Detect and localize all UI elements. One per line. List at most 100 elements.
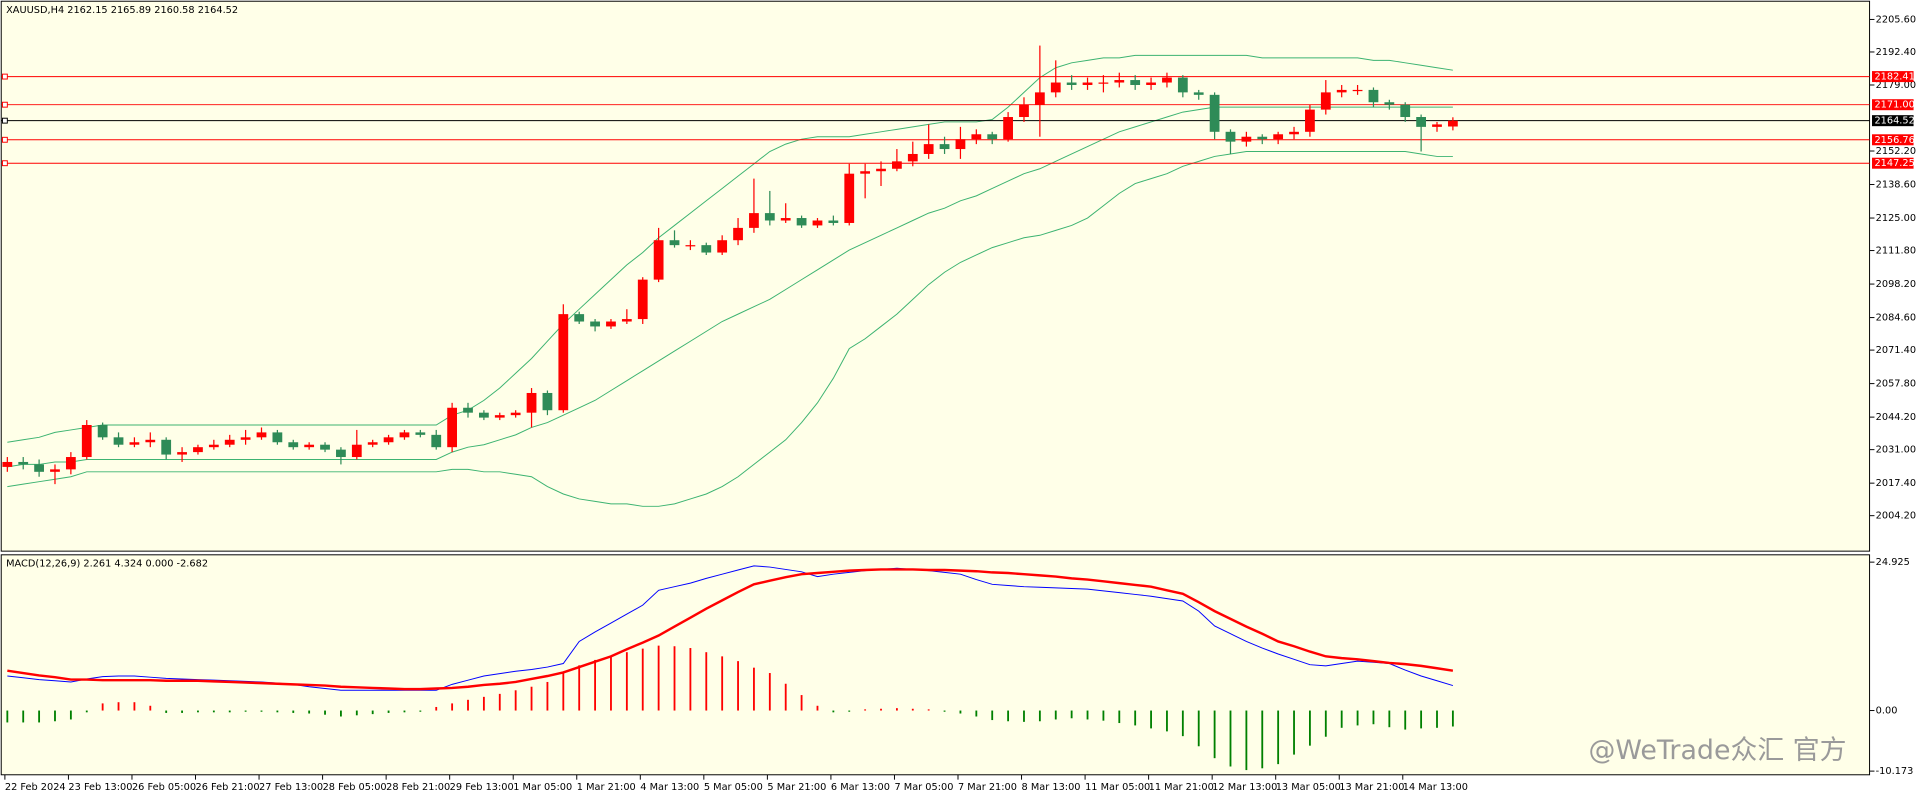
candle-body xyxy=(1289,131,1299,135)
x-tick-label: 23 Feb 13:00 xyxy=(68,782,132,793)
candle-body xyxy=(18,461,29,465)
candle-body xyxy=(1400,104,1411,118)
candle-body xyxy=(1320,92,1331,110)
candle-body xyxy=(876,168,886,172)
y-tick-label: 2125.00 xyxy=(1876,213,1916,224)
bollinger-band xyxy=(7,54,1453,443)
candle-body xyxy=(256,432,267,438)
y-tick-label: 2152.20 xyxy=(1876,146,1916,157)
candle-body xyxy=(129,442,140,445)
candle-body xyxy=(542,392,553,411)
macd-title: MACD(12,26,9) 2.261 4.324 0.000 -2.682 xyxy=(6,558,208,569)
x-tick-label: 13 Mar 21:00 xyxy=(1339,782,1404,793)
y-tick-label: -10.173 xyxy=(1876,766,1914,777)
x-tick-label: 1 Mar 21:00 xyxy=(577,782,636,793)
candle-body xyxy=(113,437,124,445)
candle-body xyxy=(1162,77,1172,83)
candle-body xyxy=(637,279,648,320)
candle-body xyxy=(1352,89,1363,92)
candle-body xyxy=(1432,124,1442,127)
candle-body xyxy=(240,437,251,440)
candle-body xyxy=(1257,136,1268,140)
candle-body xyxy=(653,240,664,280)
candle-body xyxy=(447,407,458,448)
candle-body xyxy=(193,447,203,453)
price-label: 2164.52 xyxy=(1874,116,1914,127)
line-handle xyxy=(1,101,8,108)
line-handle xyxy=(1,73,8,80)
candle-body xyxy=(526,392,537,413)
x-tick-label: 26 Feb 21:00 xyxy=(196,782,260,793)
candle-body xyxy=(208,444,219,448)
price-label-bg xyxy=(1872,99,1914,111)
candle-body xyxy=(828,220,839,223)
x-tick-label: 1 Mar 05:00 xyxy=(513,782,572,793)
price-label-bg xyxy=(1872,134,1914,146)
candle-body xyxy=(1368,89,1379,103)
y-tick-label: 0.00 xyxy=(1876,706,1898,717)
candle-body xyxy=(907,153,918,162)
x-tick-label: 11 Mar 05:00 xyxy=(1085,782,1150,793)
line-handle xyxy=(1,160,8,167)
x-tick-label: 22 Feb 2024 xyxy=(5,782,66,793)
candle-body xyxy=(1225,131,1236,142)
candle-body xyxy=(97,425,108,438)
candle-body xyxy=(733,227,743,241)
candle-body xyxy=(288,442,299,448)
price-pane xyxy=(0,0,1871,552)
candle-body xyxy=(1034,92,1045,105)
candle-body xyxy=(304,444,315,448)
x-tick-label: 7 Mar 21:00 xyxy=(958,782,1017,793)
candle-body xyxy=(399,432,410,438)
x-tick-label: 27 Feb 13:00 xyxy=(259,782,323,793)
y-tick-label: 2179.00 xyxy=(1876,80,1916,91)
candle-body xyxy=(1177,77,1188,93)
candle-body xyxy=(955,139,966,150)
candle-body xyxy=(224,439,235,445)
y-tick-label: 24.925 xyxy=(1876,557,1910,568)
price-label: 2147.25 xyxy=(1874,158,1914,169)
y-tick-label: 2031.00 xyxy=(1876,445,1916,456)
candle-body xyxy=(558,314,569,411)
candle-body xyxy=(510,412,521,416)
candle-body xyxy=(987,134,998,140)
y-tick-label: 2111.80 xyxy=(1876,246,1916,257)
candle-body xyxy=(1305,109,1315,132)
x-tick-label: 6 Mar 13:00 xyxy=(831,782,890,793)
x-tick-label: 4 Mar 13:00 xyxy=(640,782,699,793)
y-tick-label: 2044.20 xyxy=(1876,412,1916,423)
x-tick-label: 5 Mar 21:00 xyxy=(767,782,826,793)
candle-body xyxy=(1193,92,1204,95)
y-tick-label: 2071.40 xyxy=(1876,345,1916,356)
candle-body xyxy=(494,415,505,418)
candle-body xyxy=(1447,120,1458,127)
macd-pane xyxy=(0,554,1871,776)
bollinger-band xyxy=(7,151,1453,507)
candle-body xyxy=(1019,104,1029,118)
y-tick-label: 2084.60 xyxy=(1876,313,1916,324)
candle-body xyxy=(336,449,346,458)
candle-body xyxy=(1050,82,1061,93)
y-tick-label: 2205.60 xyxy=(1876,14,1916,25)
macd-line xyxy=(7,568,1454,691)
candle-body xyxy=(717,240,728,253)
candle-body xyxy=(1336,89,1347,93)
candle-body xyxy=(1114,80,1125,83)
candle-body xyxy=(1146,82,1156,85)
candle-body xyxy=(971,134,982,140)
candle-body xyxy=(812,220,823,226)
y-tick-label: 2138.60 xyxy=(1876,180,1916,191)
watermark: @WeTrade众汇 官方 xyxy=(1589,735,1847,766)
x-tick-label: 12 Mar 13:00 xyxy=(1212,782,1277,793)
candle-body xyxy=(1098,82,1109,84)
price-label: 2182.41 xyxy=(1874,72,1914,83)
candle-body xyxy=(606,321,616,327)
candle-body xyxy=(1130,80,1141,85)
candle-body xyxy=(161,439,172,455)
candle-body xyxy=(1384,102,1395,105)
y-tick-label: 2098.20 xyxy=(1876,279,1916,290)
candle-body xyxy=(34,464,44,472)
x-tick-label: 29 Feb 13:00 xyxy=(450,782,514,793)
chart-title: XAUUSD,H4 2162.15 2165.89 2160.58 2164.5… xyxy=(6,5,238,16)
